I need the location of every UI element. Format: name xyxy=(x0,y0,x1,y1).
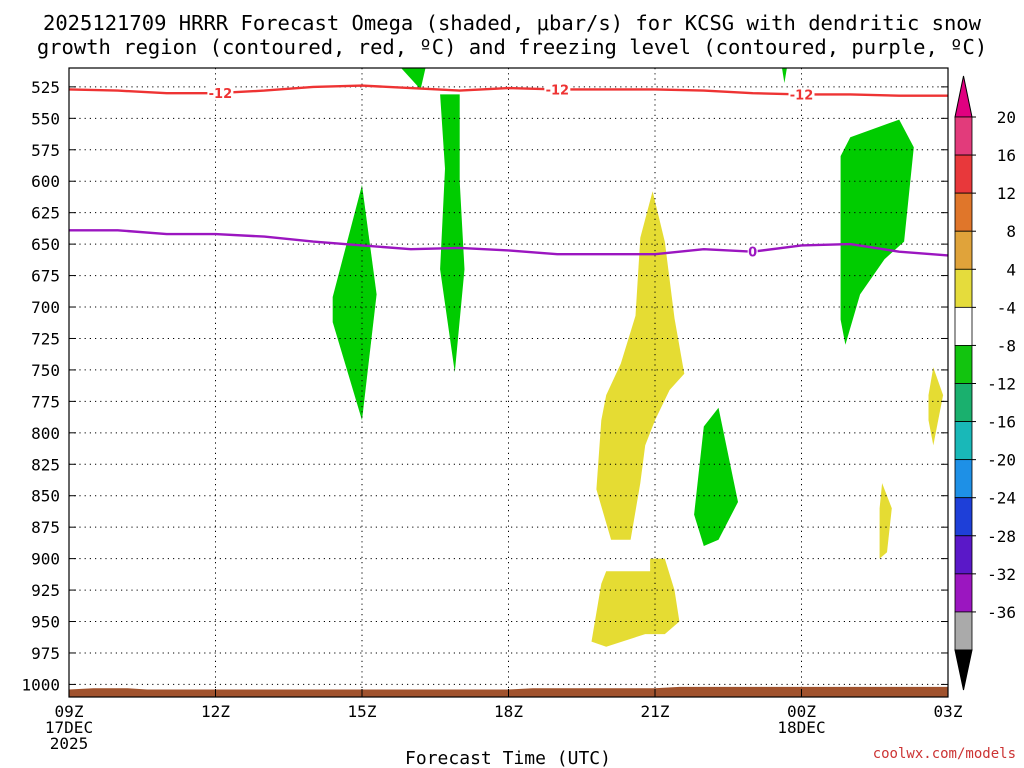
y-tick-label: 925 xyxy=(31,581,60,600)
colorbar-swatch xyxy=(954,459,973,499)
upward-motion-d xyxy=(694,407,738,546)
contour-label--12: -12 xyxy=(209,87,233,102)
colorbar-label: 16 xyxy=(997,146,1016,165)
x-axis-label: Forecast Time (UTC) xyxy=(405,748,611,768)
colorbar-swatch xyxy=(954,345,973,384)
upward-motion-c xyxy=(440,94,465,373)
colorbar-label: -32 xyxy=(987,565,1016,584)
x-tick-label: 03Z xyxy=(934,702,963,721)
chart-title-line-2: growth region (contoured, red, ºC) and f… xyxy=(37,35,987,59)
colorbar-label: -8 xyxy=(997,336,1016,355)
colorbar-swatch xyxy=(954,154,973,194)
colorbar-swatch xyxy=(954,535,973,575)
y-tick-label: 550 xyxy=(31,109,60,128)
contour-label--12: -12 xyxy=(546,83,570,98)
x-tick-label: 17DEC xyxy=(45,718,93,737)
y-tick-label: 675 xyxy=(31,267,60,286)
y-tick-label: 600 xyxy=(31,172,60,191)
x-tick-label: 15Z xyxy=(348,702,377,721)
y-tick-label: 750 xyxy=(31,361,60,380)
y-tick-label: 775 xyxy=(31,392,60,411)
colorbar-swatch xyxy=(954,230,973,270)
colorbar-swatch xyxy=(954,383,973,422)
y-tick-label: 650 xyxy=(31,235,60,254)
colorbar-label: -24 xyxy=(987,489,1016,508)
contour-label-bg xyxy=(747,244,758,259)
x-tick-label: 00Z xyxy=(787,702,816,721)
x-tick-label: 12Z xyxy=(201,702,230,721)
contour-label-bg xyxy=(544,82,571,97)
y-tick-label: 1000 xyxy=(21,675,60,694)
colorbar-label: -28 xyxy=(987,527,1016,546)
downward-motion-c xyxy=(928,367,944,446)
y-tick-label: 975 xyxy=(31,644,60,663)
colorbar-swatch xyxy=(954,116,973,156)
colorbar-label: 12 xyxy=(997,184,1016,203)
y-tick-label: 625 xyxy=(31,204,60,223)
y-tick-label: 950 xyxy=(31,613,60,632)
downward-motion-b xyxy=(591,558,680,647)
colorbar-swatch xyxy=(954,268,973,308)
upward-motion-b xyxy=(401,68,426,90)
contour-layer: -12 -12 -12 0 xyxy=(68,82,949,261)
contour-label-0: 0 xyxy=(748,246,757,261)
x-tick-label: 21Z xyxy=(641,702,670,721)
y-tick-label: 525 xyxy=(31,78,60,97)
colorbar-swatch xyxy=(954,421,973,461)
colorbar-label: 4 xyxy=(1006,260,1016,279)
colorbar-swatch xyxy=(954,306,973,346)
colorbar-swatch xyxy=(954,573,973,613)
colorbar-swatch xyxy=(954,192,973,232)
colorbar-swatch xyxy=(954,611,973,651)
colorbar-swatch xyxy=(954,497,973,537)
x-tick-label: 18Z xyxy=(494,702,523,721)
colorbar-label: -16 xyxy=(987,413,1016,432)
y-tick-label: 700 xyxy=(31,298,60,317)
colorbar-label: -4 xyxy=(997,298,1016,317)
omega-shading-layer xyxy=(332,68,944,647)
contour-label-bg xyxy=(788,87,815,102)
colorbar-label: 20 xyxy=(997,108,1016,127)
y-tick-label: 725 xyxy=(31,329,60,348)
colorbar-label: -20 xyxy=(987,451,1016,470)
colorbar-under-arrow xyxy=(954,649,973,691)
chart-title-line-1: 2025121709 HRRR Forecast Omega (shaded, … xyxy=(43,11,982,35)
x-tick-label: 2025 xyxy=(50,734,89,753)
y-tick-label: 575 xyxy=(31,141,60,160)
y-tick-label: 850 xyxy=(31,487,60,506)
colorbar-label: -12 xyxy=(987,375,1016,394)
y-tick-label: 900 xyxy=(31,550,60,569)
y-tick-label: 825 xyxy=(31,455,60,474)
contour-0 xyxy=(69,229,949,257)
x-tick-label: 18DEC xyxy=(777,718,825,737)
colorbar-label: -36 xyxy=(987,603,1016,622)
colorbar: 20 16 12 8 4 -4 -8 -12 -16 -20 -24 -28 -32 -36 xyxy=(954,75,1016,691)
upward-motion-f xyxy=(840,119,914,345)
y-tick-label: 875 xyxy=(31,518,60,537)
upward-motion-e xyxy=(782,68,787,84)
y-axis: 525 550 575 600 625 650 675 700 725 750 775 800 825 8… xyxy=(21,78,948,694)
contour-label-bg xyxy=(207,85,234,100)
colorbar-label: 8 xyxy=(1006,222,1016,241)
contour-label--12: -12 xyxy=(790,88,814,103)
y-tick-label: 800 xyxy=(31,424,60,443)
downward-motion-d xyxy=(879,483,892,559)
x-tick-label: 09Z xyxy=(55,702,84,721)
colorbar-over-arrow xyxy=(954,75,973,118)
downward-motion-a xyxy=(596,191,685,540)
credit-text: coolwx.com/models xyxy=(873,746,1016,762)
